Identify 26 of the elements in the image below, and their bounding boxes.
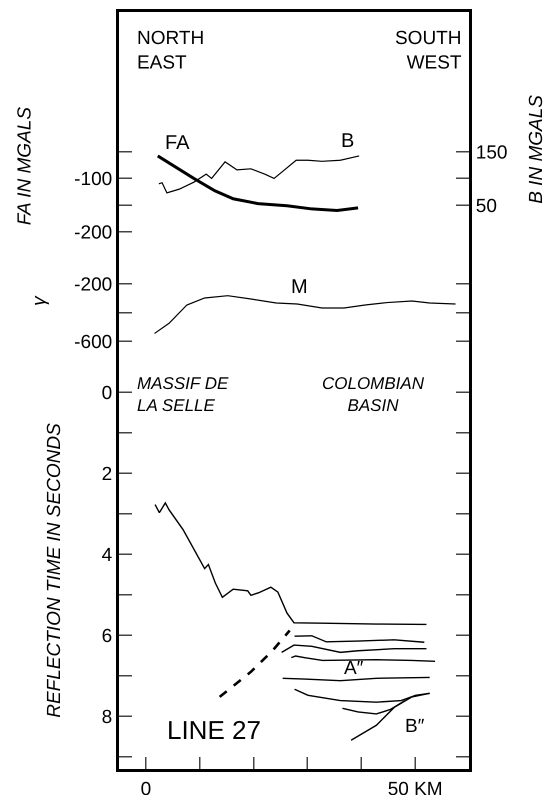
y2-tick-label: 150	[476, 142, 508, 164]
annotation: B″	[405, 716, 425, 737]
y-tick-label: -200	[74, 274, 112, 296]
y2-tick-label: 50	[476, 196, 497, 217]
y-axis-title: FA IN MGALS	[14, 106, 36, 226]
y-tick-label: -100	[74, 169, 112, 190]
y-tick-label: -200	[74, 222, 112, 244]
y-tick-label: 6	[102, 626, 112, 648]
y-tick-label: -600	[74, 332, 112, 353]
x-tick-label: 50 KM	[388, 778, 443, 795]
annotation: SOUTH WEST	[395, 28, 462, 74]
y-tick-label: 0	[102, 383, 112, 404]
annotation: COLOMBIAN BASIN	[322, 374, 425, 416]
y-tick-label: 8	[102, 707, 112, 728]
y-tick-label: 4	[102, 545, 113, 566]
y2-axis-title: B IN MGALS	[526, 94, 548, 204]
annotation: MASSIF DE LA SELLE	[137, 374, 229, 416]
y-tick-label: 2	[102, 464, 112, 486]
annotation: LINE 27	[167, 715, 261, 745]
y-axis-title: REFLECTION TIME IN SECONDS	[44, 422, 66, 718]
annotation: FA	[165, 132, 190, 154]
annotation: B	[341, 130, 354, 152]
annotation: A″	[344, 658, 364, 679]
y-axis-title: γ	[28, 294, 50, 306]
annotation: NORTH EAST	[137, 28, 204, 74]
annotation: M	[291, 276, 308, 298]
